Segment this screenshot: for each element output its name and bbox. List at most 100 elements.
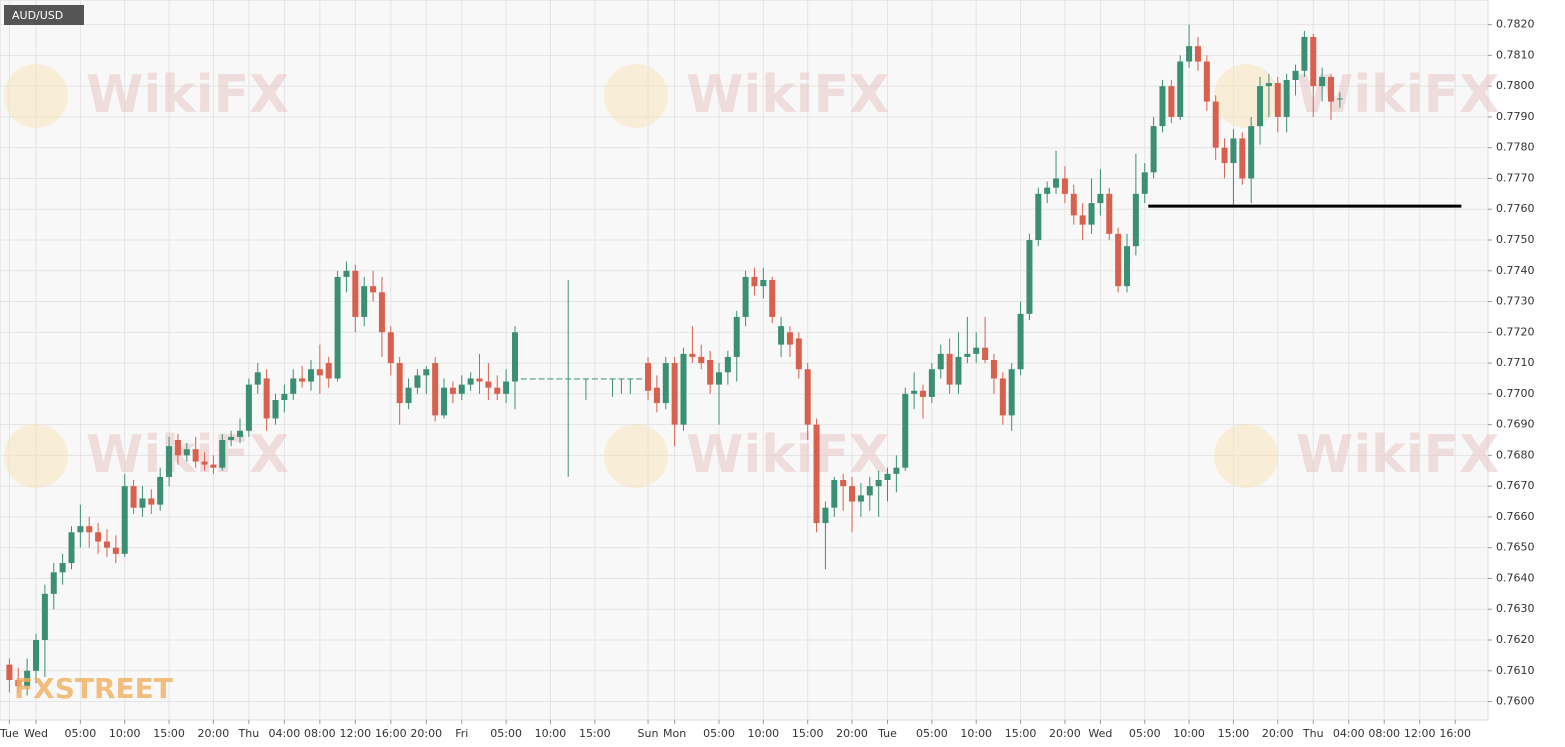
candle-body [24, 670, 31, 687]
candle-body [511, 332, 518, 382]
candle-body [467, 378, 474, 385]
candle-body [1106, 193, 1113, 234]
y-tick-label: 0.7700 [1496, 387, 1535, 400]
candle-body [228, 436, 235, 440]
candle-body [724, 356, 731, 373]
candle-body [973, 347, 980, 354]
candle-body [866, 486, 873, 496]
candle-body [1115, 233, 1122, 287]
candle-body [325, 363, 332, 379]
candle-body [760, 280, 767, 287]
candle-body [1035, 193, 1042, 240]
candle-body [237, 430, 244, 437]
x-tick-label: 04:00 [1333, 727, 1365, 740]
candle-body [299, 378, 306, 382]
candle-body [503, 381, 510, 394]
candle-body [1248, 126, 1255, 179]
x-tick-label: 15:00 [579, 727, 611, 740]
candle-body [1283, 80, 1290, 117]
x-tick-label: 12:00 [1404, 727, 1436, 740]
candle-body [370, 286, 377, 293]
candle-body [1257, 86, 1264, 127]
candle-body [600, 378, 607, 380]
x-tick-label: 05:00 [1129, 727, 1161, 740]
candle-body [334, 276, 341, 379]
logo: FXSTREET [14, 672, 173, 705]
x-tick-label: Tue [877, 727, 897, 740]
candle-body [396, 363, 403, 404]
y-tick-label: 0.7630 [1496, 602, 1535, 615]
candle-body [1132, 193, 1139, 247]
candle-body [529, 378, 536, 380]
candle-body [556, 378, 563, 380]
candle-body [751, 276, 758, 287]
candle-body [494, 387, 501, 394]
x-tick-label: 10:00 [535, 727, 567, 740]
candle-body [928, 369, 935, 397]
candle-body [1079, 215, 1086, 225]
candle-body [33, 640, 40, 671]
candle-body [1221, 147, 1228, 164]
candle-body [121, 486, 128, 554]
candle-body [911, 390, 918, 394]
x-tick-label: 20:00 [1262, 727, 1294, 740]
y-tick-label: 0.7800 [1496, 79, 1535, 92]
candle-body [840, 480, 847, 487]
candle-body [1265, 83, 1272, 87]
x-tick-label: Thu [1302, 727, 1324, 740]
candle-body [1203, 61, 1210, 102]
candle-body [387, 332, 394, 364]
watermark-icon [1214, 64, 1278, 128]
x-tick-label: 10:00 [109, 727, 141, 740]
candle-body [476, 378, 483, 382]
candle-body [547, 378, 554, 380]
x-tick-label: 20:00 [198, 727, 230, 740]
candle-body [1194, 46, 1201, 62]
candle-body [1150, 126, 1157, 173]
candle-body [458, 384, 465, 394]
y-tick-label: 0.7670 [1496, 479, 1535, 492]
candle-body [822, 507, 829, 524]
candle-body [68, 532, 75, 564]
y-tick-label: 0.7610 [1496, 664, 1535, 677]
candle-body [769, 280, 776, 317]
watermark-icon [604, 424, 668, 488]
candle-body [645, 363, 652, 391]
candle-body [778, 326, 785, 345]
candle-body [86, 526, 93, 533]
watermark: WikiFX [86, 65, 289, 125]
candle-body [857, 495, 864, 502]
candle-body [689, 353, 696, 357]
candle-body [343, 270, 350, 277]
candle-body [1026, 240, 1033, 314]
candle-body [449, 387, 456, 394]
y-tick-label: 0.7810 [1496, 48, 1535, 61]
x-tick-label: 04:00 [269, 727, 301, 740]
x-tick-label: Wed [1088, 727, 1112, 740]
y-tick-label: 0.7650 [1496, 541, 1535, 554]
candle-body [352, 270, 359, 317]
candle-body [919, 390, 926, 397]
candle-body [795, 338, 802, 370]
candle-body [662, 363, 669, 404]
candle-body [902, 393, 909, 468]
y-tick-label: 0.7750 [1496, 233, 1535, 246]
candle-body [884, 473, 891, 480]
candle-body [1168, 86, 1175, 117]
watermark-icon [4, 424, 68, 488]
y-tick-label: 0.7680 [1496, 448, 1535, 461]
candle-body [157, 476, 164, 505]
y-tick-label: 0.7760 [1496, 202, 1535, 215]
candle-body [990, 360, 997, 379]
candle-body [290, 378, 297, 394]
x-tick-label: Thu [238, 727, 260, 740]
y-tick-label: 0.7620 [1496, 633, 1535, 646]
candle-body [95, 532, 102, 542]
candle-body [254, 372, 261, 385]
candle-body [59, 563, 66, 573]
x-tick-label: 08:00 [304, 727, 336, 740]
candle-body [591, 378, 598, 380]
candle-body [813, 424, 820, 524]
candle-body [582, 378, 589, 380]
x-tick-label: 15:00 [792, 727, 824, 740]
